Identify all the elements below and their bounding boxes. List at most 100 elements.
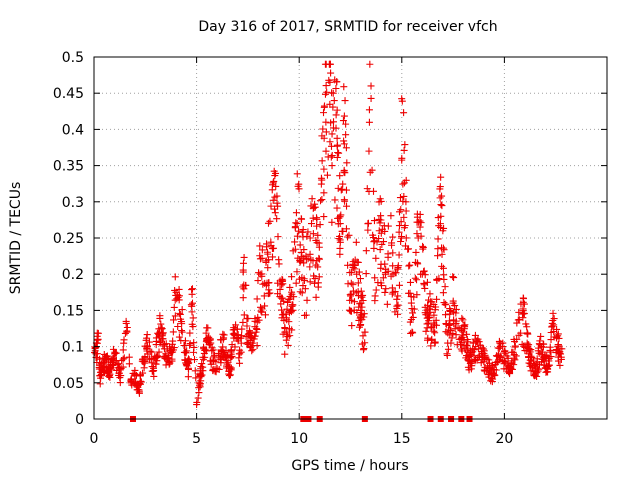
data-point	[288, 290, 296, 298]
data-point	[399, 180, 407, 188]
data-point	[253, 295, 261, 303]
data-point	[92, 344, 100, 352]
data-point	[242, 333, 250, 341]
data-point	[155, 330, 163, 338]
y-tick-label: 0.2	[62, 267, 84, 283]
data-point	[376, 246, 384, 254]
data-point	[407, 293, 415, 301]
data-point	[292, 209, 300, 217]
data-point	[464, 349, 472, 357]
data-point	[379, 274, 387, 282]
data-point	[382, 285, 390, 293]
data-point	[281, 324, 289, 332]
data-point	[408, 328, 416, 336]
data-point	[376, 219, 384, 227]
data-point	[154, 329, 162, 337]
data-point	[336, 172, 344, 180]
data-point	[463, 352, 471, 360]
data-point	[258, 270, 266, 278]
data-point	[357, 321, 365, 329]
data-point	[336, 232, 344, 240]
data-point	[315, 254, 323, 262]
data-point	[501, 358, 509, 366]
data-point	[185, 365, 193, 373]
data-point	[347, 279, 355, 287]
data-point	[375, 215, 383, 223]
data-point	[278, 306, 286, 314]
data-point	[340, 112, 348, 120]
data-point	[309, 230, 317, 238]
data-point	[328, 152, 336, 160]
data-point	[277, 300, 285, 308]
data-point	[226, 371, 234, 379]
data-point	[395, 281, 403, 289]
data-point	[217, 336, 225, 344]
data-point	[333, 142, 341, 150]
data-point	[374, 279, 382, 287]
data-point	[142, 336, 150, 344]
data-point	[423, 336, 431, 344]
data-point	[242, 281, 250, 289]
data-point	[188, 285, 196, 293]
data-point	[189, 314, 197, 322]
data-point	[166, 359, 174, 367]
data-point	[500, 347, 508, 355]
data-point	[178, 327, 186, 335]
data-point	[428, 298, 436, 306]
data-point	[449, 330, 457, 338]
data-point	[143, 345, 151, 353]
data-point	[333, 204, 341, 212]
data-point	[194, 394, 202, 402]
data-point	[346, 269, 354, 277]
data-point	[316, 221, 324, 229]
data-point	[357, 299, 365, 307]
data-point	[365, 147, 373, 155]
data-point	[437, 201, 445, 209]
data-point	[459, 316, 467, 324]
data-point	[454, 324, 462, 332]
data-point	[327, 69, 335, 77]
data-point	[319, 125, 327, 133]
data-point	[125, 353, 133, 361]
data-point	[406, 278, 414, 286]
data-point	[333, 134, 341, 142]
data-point	[176, 309, 184, 317]
data-point	[549, 317, 557, 325]
data-point	[274, 279, 282, 287]
data-point	[318, 196, 326, 204]
data-point	[394, 265, 402, 273]
data-point	[356, 275, 364, 283]
data-point	[414, 260, 422, 268]
data-point	[236, 359, 244, 367]
data-point	[495, 337, 503, 345]
data-point	[225, 367, 233, 375]
data-point	[362, 247, 370, 255]
data-point	[431, 329, 439, 337]
data-point	[441, 283, 449, 291]
data-point	[186, 329, 194, 337]
data-point	[452, 331, 460, 339]
data-point	[352, 238, 360, 246]
data-point	[298, 215, 306, 223]
data-point	[169, 328, 177, 336]
data-point	[227, 350, 235, 358]
data-point	[240, 253, 248, 261]
data-point	[259, 280, 267, 288]
data-point	[322, 118, 330, 126]
data-point	[346, 307, 354, 315]
data-point	[394, 292, 402, 300]
data-point	[289, 247, 297, 255]
data-point	[292, 279, 300, 287]
data-point	[412, 248, 420, 256]
data-point	[104, 368, 112, 376]
data-point	[413, 230, 421, 238]
data-point	[181, 356, 189, 364]
data-point	[394, 310, 402, 318]
data-point	[184, 373, 192, 381]
data-point	[198, 371, 206, 379]
data-point	[217, 346, 225, 354]
data-point	[100, 350, 108, 358]
data-point	[406, 261, 414, 269]
data-point	[239, 268, 247, 276]
data-point	[437, 173, 445, 181]
